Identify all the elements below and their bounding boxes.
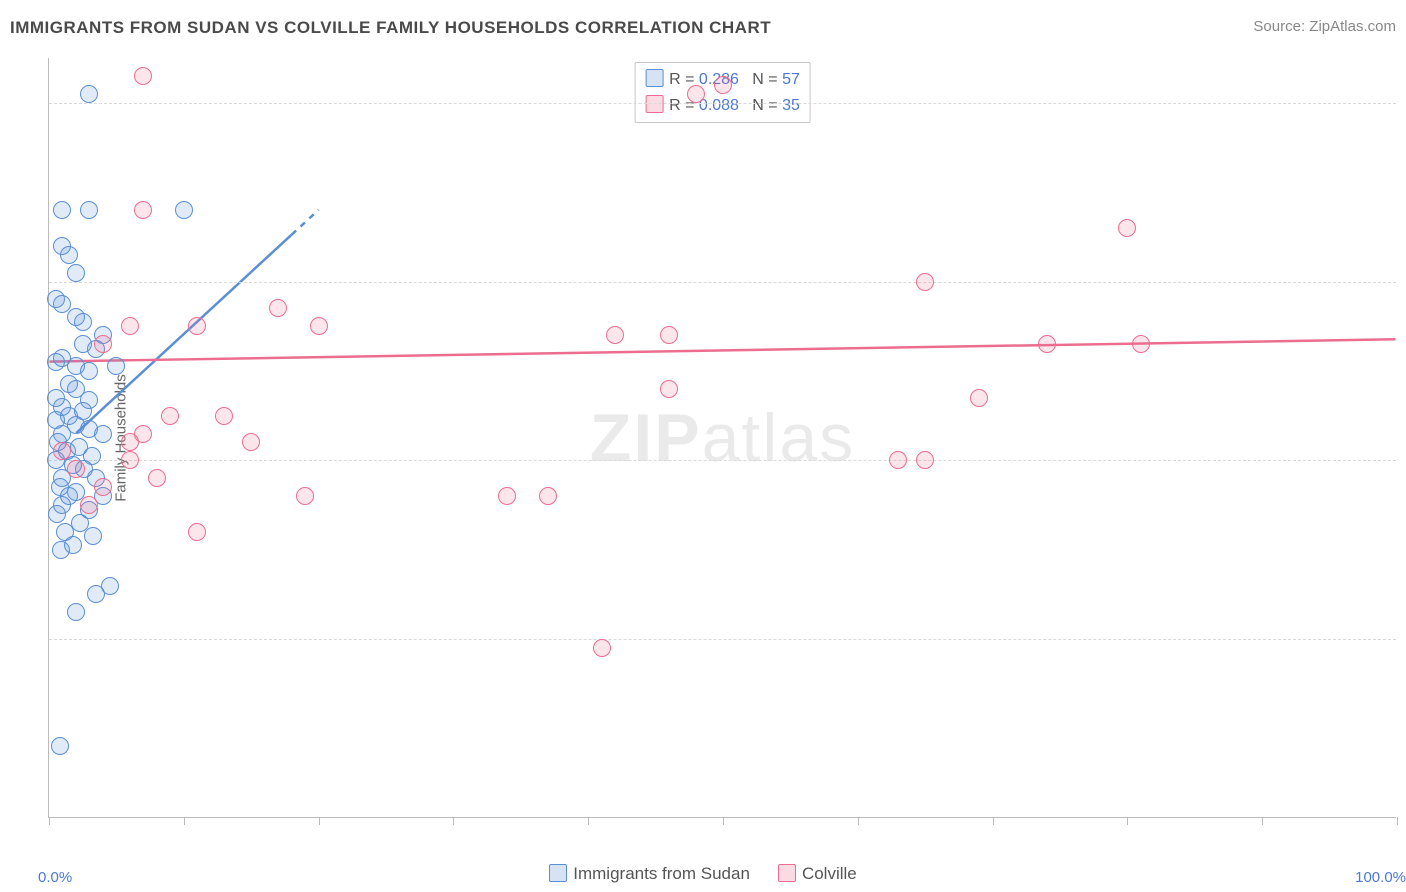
scatter-point [889,451,907,469]
gridline [49,103,1396,104]
scatter-point [916,451,934,469]
scatter-point [134,201,152,219]
scatter-point [121,317,139,335]
legend-swatch [645,69,663,87]
scatter-point [47,353,65,371]
source-attribution: Source: ZipAtlas.com [1253,18,1396,35]
series-legend: Immigrants from Sudan Colville [0,864,1406,884]
scatter-point [970,389,988,407]
scatter-point [916,273,934,291]
scatter-point [498,487,516,505]
scatter-point [1132,335,1150,353]
scatter-point [714,76,732,94]
trend-line [292,210,319,235]
scatter-point [67,603,85,621]
scatter-point [94,478,112,496]
x-tick [858,817,859,825]
legend-swatch [778,864,796,882]
scatter-point [53,442,71,460]
scatter-point [51,737,69,755]
scatter-point [121,451,139,469]
scatter-point [175,201,193,219]
scatter-point [121,433,139,451]
scatter-point [269,299,287,317]
scatter-point [215,407,233,425]
scatter-point [87,585,105,603]
legend-row: R = 0.088 N = 35 [645,93,800,119]
scatter-point [296,487,314,505]
x-tick [49,817,50,825]
x-tick [453,817,454,825]
x-tick [1262,817,1263,825]
scatter-point [67,460,85,478]
scatter-point [134,67,152,85]
scatter-point [80,85,98,103]
scatter-point [67,264,85,282]
scatter-point [310,317,328,335]
scatter-point [606,326,624,344]
source-prefix: Source: [1253,18,1309,35]
scatter-point [80,362,98,380]
x-tick [993,817,994,825]
gridline [49,282,1396,283]
scatter-point [84,527,102,545]
chart-container: IMMIGRANTS FROM SUDAN VS COLVILLE FAMILY… [0,0,1406,892]
scatter-point [48,505,66,523]
scatter-point [60,246,78,264]
x-tick [588,817,589,825]
scatter-point [80,496,98,514]
x-tick [723,817,724,825]
scatter-point [1038,335,1056,353]
gridline [49,639,1396,640]
legend-swatch [549,864,567,882]
scatter-point [188,523,206,541]
scatter-point [94,425,112,443]
scatter-point [660,380,678,398]
x-tick [184,817,185,825]
scatter-point [94,335,112,353]
scatter-point [161,407,179,425]
plot-area: Family Households ZIPatlas R = 0.286 N =… [48,58,1396,818]
x-tick [319,817,320,825]
scatter-point [660,326,678,344]
legend-item: Colville [778,864,857,884]
scatter-point [148,469,166,487]
source-link[interactable]: ZipAtlas.com [1309,18,1396,35]
trend-line [49,339,1395,361]
x-tick [1397,817,1398,825]
watermark-logo: ZIPatlas [590,399,855,477]
legend-label: Colville [802,864,857,883]
x-tick [1127,817,1128,825]
scatter-point [74,313,92,331]
scatter-point [687,85,705,103]
gridline [49,460,1396,461]
scatter-point [80,201,98,219]
scatter-point [188,317,206,335]
scatter-point [1118,219,1136,237]
scatter-point [242,433,260,451]
scatter-point [52,541,70,559]
scatter-point [593,639,611,657]
scatter-point [539,487,557,505]
legend-item: Immigrants from Sudan [549,864,750,884]
legend-label: Immigrants from Sudan [573,864,750,883]
scatter-point [53,201,71,219]
chart-title: IMMIGRANTS FROM SUDAN VS COLVILLE FAMILY… [10,18,771,38]
scatter-point [107,357,125,375]
